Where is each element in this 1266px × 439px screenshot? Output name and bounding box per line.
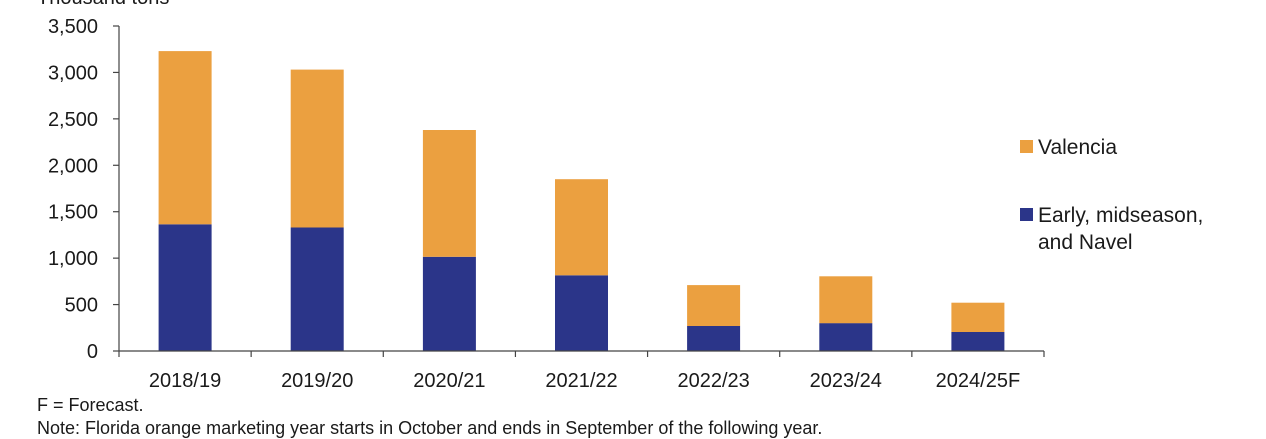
y-tick-label: 2,500 xyxy=(48,109,98,131)
bar-segment-early-midseason-navel-2021-22 xyxy=(555,275,608,351)
bar-segment-early-midseason-navel-2023-24 xyxy=(819,323,873,351)
y-tick-label: 3,500 xyxy=(48,16,98,38)
x-tick-label: 2024/25F xyxy=(936,370,1021,392)
y-tick-label: 2,000 xyxy=(48,155,98,177)
y-tick-label: 1,000 xyxy=(48,248,98,270)
bar-segment-valencia-2018-19 xyxy=(158,51,212,225)
bars-group xyxy=(158,51,1005,352)
x-tick-label: 2018/19 xyxy=(149,370,221,392)
y-tick-label: 1,500 xyxy=(48,202,98,224)
x-tick-label: 2022/23 xyxy=(677,370,749,392)
legend-swatch xyxy=(1020,140,1033,153)
x-tick-label: 2023/24 xyxy=(810,370,882,392)
bar-segment-early-midseason-navel-2020-21 xyxy=(422,256,476,352)
axes-group xyxy=(113,25,1045,357)
y-tick-label: 500 xyxy=(65,295,98,317)
bar-segment-valencia-2023-24 xyxy=(819,276,873,324)
legend-label: Valencia xyxy=(1038,136,1117,159)
stacked-bar-chart: Thousand tons 0 500 1,000 1,500 2,000 2,500 3,… xyxy=(37,0,1203,392)
legend-swatch xyxy=(1020,208,1033,221)
bar-segment-early-midseason-navel-2024-25F xyxy=(951,332,1005,351)
x-tick-label: 2019/20 xyxy=(281,370,353,392)
y-tick-label: 0 xyxy=(87,341,98,363)
y-tick-label: 3,000 xyxy=(48,62,98,84)
bar-segment-early-midseason-navel-2019-20 xyxy=(290,227,344,351)
legend-label: Early, midseason, xyxy=(1038,204,1203,227)
bar-segment-early-midseason-navel-2022-23 xyxy=(687,325,741,351)
y-tick-labels: 0 500 1,000 1,500 2,000 2,500 3,000 3,500 xyxy=(48,16,98,363)
x-tick-labels: 2018/19 2019/20 2020/21 2021/22 2022/23 2023/… xyxy=(149,370,1020,392)
marketing-year-note: Note: Florida orange marketing year star… xyxy=(37,418,823,438)
bar-segment-valencia-2024-25F xyxy=(951,302,1005,332)
bar-segment-valencia-2020-21 xyxy=(422,130,476,257)
bar-segment-valencia-2021-22 xyxy=(555,179,608,276)
x-tick-label: 2020/21 xyxy=(413,370,485,392)
forecast-note: F = Forecast. xyxy=(37,395,144,415)
legend: Valencia Early, midseason, and Navel xyxy=(1020,136,1203,254)
bar-segment-valencia-2022-23 xyxy=(687,285,741,326)
y-axis-title: Thousand tons xyxy=(37,0,169,9)
bar-segment-early-midseason-navel-2018-19 xyxy=(158,224,212,352)
bar-segment-valencia-2019-20 xyxy=(290,69,344,228)
legend-label: and Navel xyxy=(1038,231,1133,254)
x-tick-label: 2021/22 xyxy=(545,370,617,392)
